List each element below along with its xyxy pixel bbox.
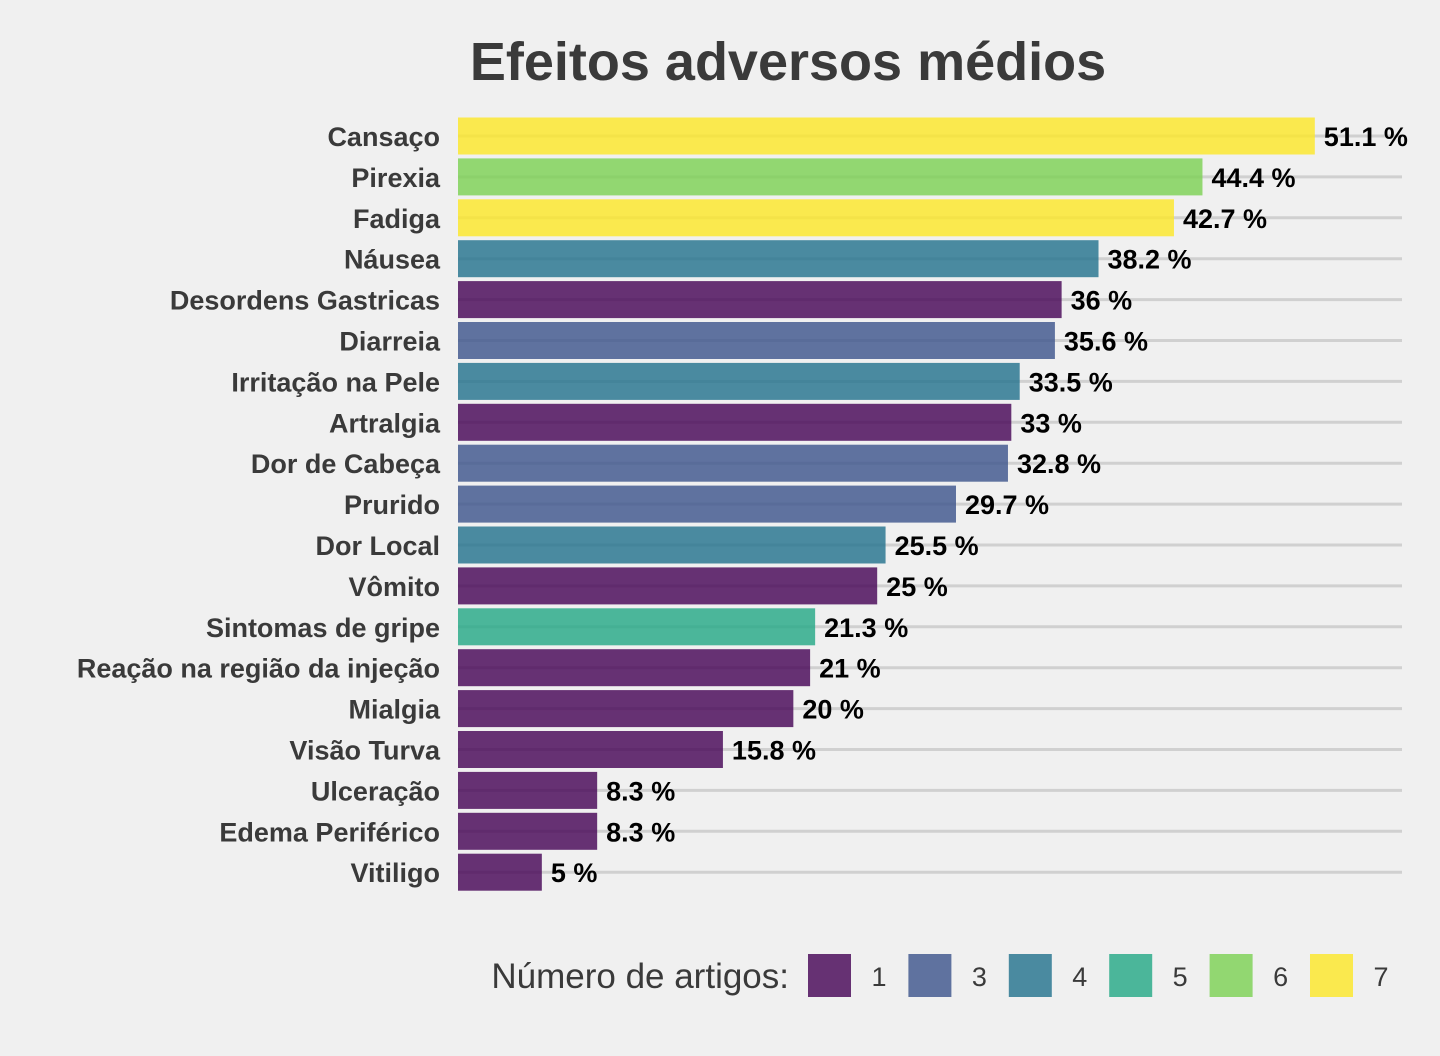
value-label: 44.4 %: [1211, 163, 1295, 193]
value-label: 25 %: [886, 572, 948, 602]
bar: [458, 771, 598, 809]
bar: [458, 567, 878, 605]
value-label: 32.8 %: [1017, 449, 1101, 479]
value-label: 5 %: [551, 858, 598, 888]
legend-label: 3: [972, 962, 987, 992]
value-label: 20 %: [802, 695, 864, 725]
value-label: 42.7 %: [1183, 204, 1267, 234]
category-label: Fadiga: [353, 204, 441, 234]
legend-swatch: [908, 954, 952, 997]
bar: [458, 199, 1174, 237]
category-labels: Cansaço Pirexia Fadiga Náusea Desordens Gast…: [77, 122, 441, 888]
bar: [458, 281, 1062, 319]
bar: [458, 485, 956, 523]
category-label: Edema Periférico: [219, 817, 440, 847]
value-label: 15.8 %: [732, 736, 816, 766]
bar: [458, 690, 794, 728]
legend-label: 5: [1173, 962, 1188, 992]
bar: [458, 117, 1315, 155]
chart-title: Efeitos adversos médios: [470, 32, 1106, 92]
value-label: 33.5 %: [1029, 367, 1113, 397]
legend-label: 4: [1072, 962, 1087, 992]
category-label: Dor Local: [315, 531, 440, 561]
value-labels: 51.1 % 44.4 % 42.7 % 38.2 % 36 % 35.6 % 33.5 %…: [551, 122, 1408, 888]
value-label: 21 %: [819, 654, 881, 684]
category-label: Mialgia: [348, 695, 441, 725]
value-label: 8.3 %: [606, 817, 675, 847]
bar: [458, 158, 1203, 196]
legend-swatch: [1008, 954, 1052, 997]
bar: [458, 240, 1099, 278]
bars: [458, 117, 1315, 891]
legend-swatch: [1310, 954, 1353, 997]
value-label: 8.3 %: [606, 776, 675, 806]
category-label: Náusea: [344, 245, 441, 275]
bar: [458, 403, 1012, 441]
legend-swatch: [808, 954, 851, 997]
bar: [458, 444, 1008, 482]
bar: [458, 526, 886, 564]
value-label: 35.6 %: [1064, 327, 1148, 357]
category-label: Reação na região da injeção: [77, 654, 440, 684]
bar: [458, 322, 1055, 359]
category-label: Prurido: [344, 490, 440, 520]
legend-swatch: [1109, 954, 1153, 997]
legend-label: 7: [1373, 962, 1388, 992]
value-label: 51.1 %: [1324, 122, 1408, 152]
value-label: 21.3 %: [824, 613, 908, 643]
category-label: Dor de Cabeça: [251, 449, 441, 479]
category-label: Diarreia: [339, 327, 441, 357]
legend-swatch: [1209, 954, 1253, 997]
value-label: 38.2 %: [1108, 245, 1192, 275]
category-label: Visão Turva: [289, 736, 441, 766]
bar: [458, 649, 811, 687]
bar: [458, 853, 542, 891]
category-label: Irritação na Pele: [231, 367, 440, 397]
legend-label: 1: [871, 962, 886, 992]
value-label: 36 %: [1071, 286, 1133, 316]
category-label: Pirexia: [351, 163, 441, 193]
bar: [458, 608, 816, 646]
category-label: Vômito: [349, 572, 441, 602]
value-label: 25.5 %: [895, 531, 979, 561]
bar: [458, 812, 598, 850]
category-label: Artralgia: [329, 408, 441, 438]
category-label: Desordens Gastricas: [170, 286, 440, 316]
legend-title: Número de artigos:: [491, 957, 789, 996]
bar: [458, 362, 1020, 400]
category-label: Vitiligo: [350, 858, 440, 888]
legend-label: 6: [1273, 962, 1288, 992]
category-label: Cansaço: [327, 122, 440, 152]
bar: [458, 731, 723, 768]
legend: Número de artigos: 1 3 4 5 6 7: [491, 954, 1389, 997]
category-label: Sintomas de gripe: [206, 613, 440, 643]
value-label: 33 %: [1020, 408, 1082, 438]
category-label: Ulceração: [311, 776, 440, 806]
value-label: 29.7 %: [965, 490, 1049, 520]
